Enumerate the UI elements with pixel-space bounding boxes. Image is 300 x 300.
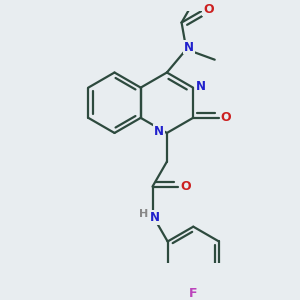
Text: F: F: [189, 287, 197, 300]
Text: N: N: [184, 41, 194, 54]
Text: O: O: [180, 180, 191, 193]
Text: H: H: [139, 209, 148, 219]
Text: O: O: [221, 111, 231, 124]
Text: N: N: [150, 211, 160, 224]
Text: N: N: [195, 80, 206, 93]
Text: O: O: [203, 3, 214, 16]
Text: N: N: [154, 125, 164, 138]
